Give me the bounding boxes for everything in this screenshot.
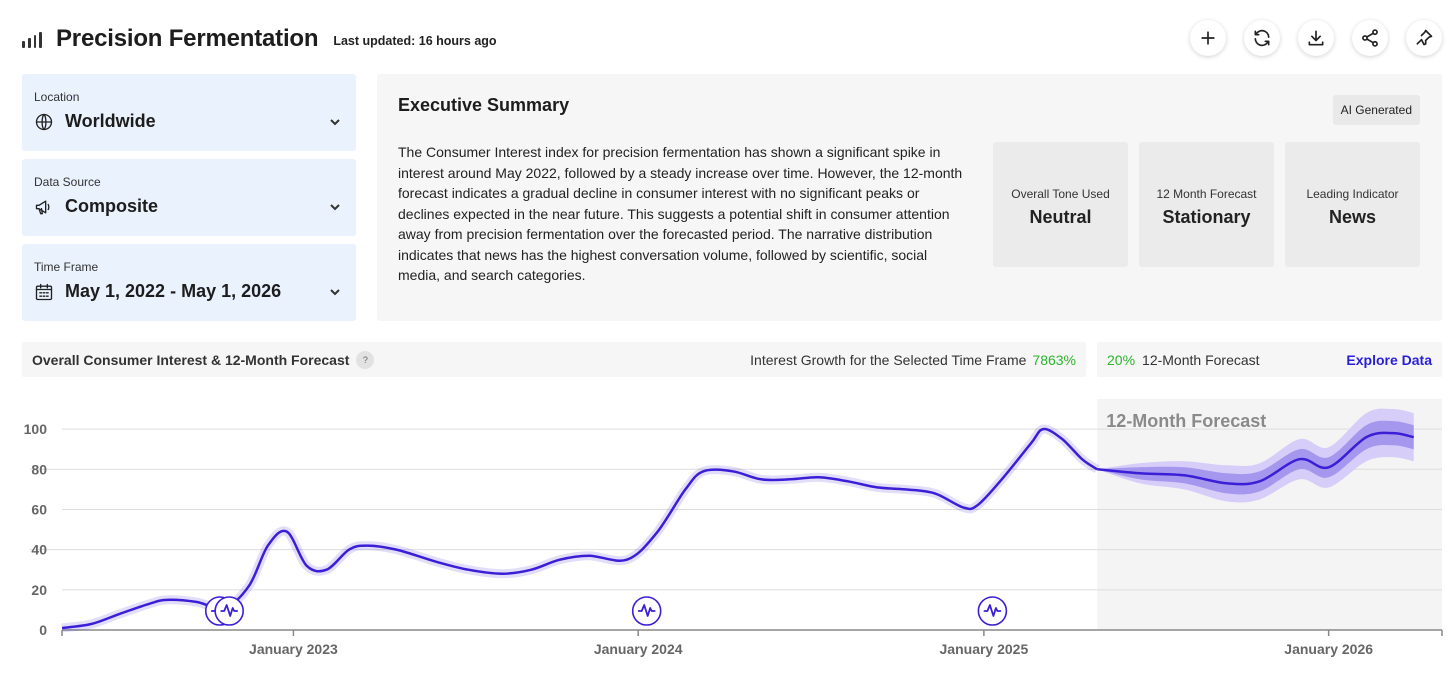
x-tick-label: January 2026 bbox=[1284, 641, 1373, 657]
chevron-down-icon[interactable] bbox=[328, 285, 342, 299]
y-tick-label: 60 bbox=[31, 501, 47, 517]
share-button[interactable] bbox=[1352, 20, 1388, 56]
explore-data-link[interactable]: Explore Data bbox=[1346, 351, 1432, 368]
pin-button[interactable] bbox=[1406, 20, 1442, 56]
refresh-icon bbox=[1254, 29, 1270, 47]
add-button[interactable] bbox=[1190, 20, 1226, 56]
download-icon bbox=[1308, 30, 1324, 46]
interest-line bbox=[61, 427, 1098, 630]
stat-value: News bbox=[1328, 207, 1377, 227]
growth-value: 7863% bbox=[1032, 351, 1076, 368]
pin-icon bbox=[1416, 29, 1433, 46]
plus-icon bbox=[1201, 31, 1215, 45]
chart-header: Overall Consumer Interest & 12-Month For… bbox=[22, 342, 1086, 377]
stat-value: Neutral bbox=[1029, 207, 1092, 227]
stat-label: Overall Tone Used bbox=[1011, 187, 1110, 201]
calendar-icon bbox=[34, 282, 54, 302]
executive-summary-panel: Executive Summary AI Generated The Consu… bbox=[377, 74, 1442, 321]
stat-card-leading-indicator: Leading Indicator News bbox=[1285, 142, 1420, 267]
pulse-icon bbox=[983, 604, 1002, 617]
forecast-line bbox=[1097, 431, 1414, 486]
y-tick-label: 20 bbox=[31, 582, 47, 598]
y-tick-label: 40 bbox=[31, 542, 47, 558]
last-updated: Last updated: 16 hours ago bbox=[333, 34, 497, 48]
x-tick-label: January 2024 bbox=[594, 641, 683, 657]
summary-title: Executive Summary bbox=[398, 95, 570, 115]
forecast-region-label: 12-Month Forecast bbox=[1106, 411, 1266, 431]
data-source-value: Composite bbox=[65, 196, 159, 216]
y-tick-label: 100 bbox=[24, 421, 48, 437]
page-header: Precision Fermentation Last updated: 16 … bbox=[22, 20, 1442, 56]
stat-card-tone: Overall Tone Used Neutral bbox=[993, 142, 1128, 267]
interest-chart: 12-Month Forecast 0 20 40 60 80 100 January 202… bbox=[0, 390, 1456, 676]
forecast-label: 12-Month Forecast bbox=[1142, 351, 1260, 368]
stat-card-forecast: 12 Month Forecast Stationary bbox=[1139, 142, 1274, 267]
refresh-button[interactable] bbox=[1244, 20, 1280, 56]
location-filter[interactable]: Location Worldwide bbox=[22, 74, 356, 151]
y-tick-label: 80 bbox=[31, 461, 47, 477]
chevron-down-icon[interactable] bbox=[328, 115, 342, 129]
stat-label: 12 Month Forecast bbox=[1156, 187, 1257, 201]
pulse-icon bbox=[637, 604, 656, 617]
globe-icon bbox=[34, 112, 54, 132]
chart-title: Overall Consumer Interest & 12-Month For… bbox=[32, 351, 350, 368]
x-tick-label: January 2023 bbox=[249, 641, 338, 657]
pulse-icon bbox=[220, 604, 239, 617]
data-source-label: Data Source bbox=[34, 175, 101, 189]
data-source-filter[interactable]: Data Source Composite bbox=[22, 159, 356, 236]
x-tick-label: January 2025 bbox=[940, 641, 1029, 657]
forecast-band-inner bbox=[1097, 420, 1414, 495]
location-value: Worldwide bbox=[65, 111, 156, 131]
page-title: Precision Fermentation bbox=[56, 25, 319, 52]
forecast-percent: 20% bbox=[1107, 351, 1136, 368]
ai-generated-badge: AI Generated bbox=[1332, 95, 1420, 125]
y-tick-label: 0 bbox=[39, 622, 47, 638]
time-frame-filter[interactable]: Time Frame May 1, 2022 - May 1, 2026 bbox=[22, 244, 356, 321]
stat-value: Stationary bbox=[1162, 207, 1251, 227]
megaphone-icon bbox=[34, 197, 54, 217]
summary-text: The Consumer Interest index for precisio… bbox=[398, 144, 963, 283]
header-actions bbox=[1190, 20, 1442, 56]
share-icon bbox=[1362, 29, 1378, 47]
location-label: Location bbox=[34, 90, 80, 104]
forecast-header: 20% 12-Month Forecast Explore Data bbox=[1097, 342, 1442, 377]
chevron-down-icon[interactable] bbox=[328, 200, 342, 214]
help-icon[interactable]: ? bbox=[356, 350, 375, 369]
time-frame-label: Time Frame bbox=[34, 260, 99, 274]
download-button[interactable] bbox=[1298, 20, 1334, 56]
growth-label: Interest Growth for the Selected Time Fr… bbox=[750, 351, 1027, 368]
chart-svg: 12-Month Forecast 0 20 40 60 80 100 January 202… bbox=[24, 399, 1443, 657]
time-frame-value: May 1, 2022 - May 1, 2026 bbox=[65, 281, 282, 301]
stat-label: Leading Indicator bbox=[1306, 187, 1399, 201]
bar-chart-icon bbox=[22, 30, 42, 48]
